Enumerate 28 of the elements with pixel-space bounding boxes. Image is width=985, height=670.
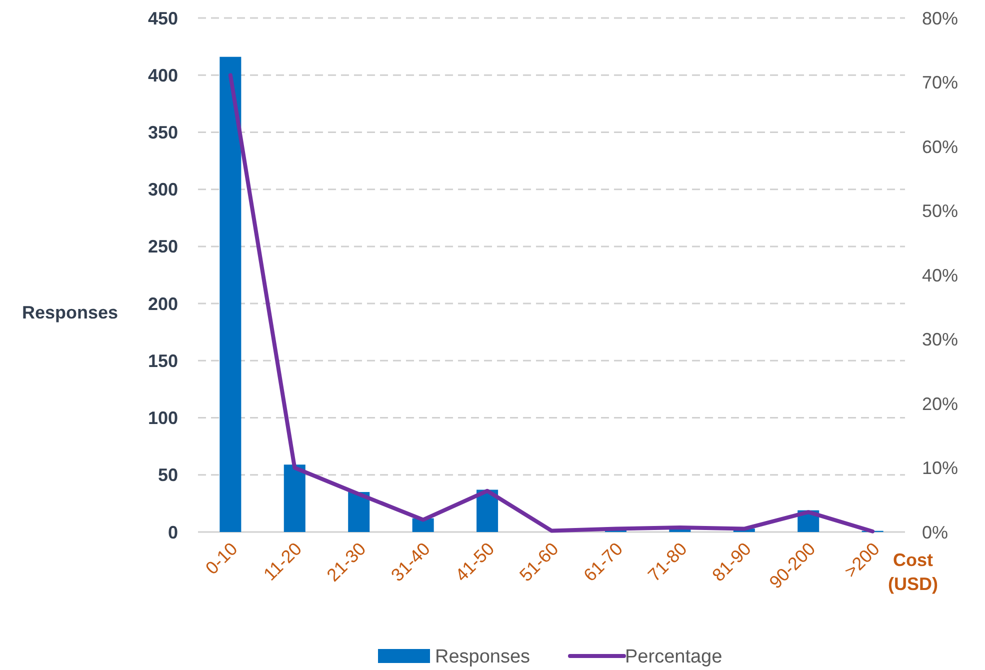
y2-tick-label: 20% (922, 394, 958, 414)
y-tick-label: 50 (158, 465, 178, 486)
y2-tick-label: 30% (922, 330, 958, 350)
y-tick-label: 450 (148, 8, 178, 28)
x-axis-title: Cost (USD) (888, 550, 938, 594)
y-tick-label: 150 (148, 350, 178, 371)
legend-label: Responses (435, 646, 530, 668)
y2-tick-label: 10% (922, 458, 958, 478)
y-tick-label: 250 (148, 236, 178, 257)
y-tick-label: 100 (148, 408, 178, 428)
y2-tick-label: 40% (922, 265, 958, 286)
y-axis-title: Responses (22, 302, 118, 322)
y2-tick-label: 50% (922, 201, 958, 222)
y-tick-label: 350 (148, 122, 178, 143)
y-tick-label: 0 (168, 522, 178, 542)
y-tick-label: 300 (148, 180, 178, 200)
bar (220, 56, 242, 532)
bar (348, 492, 370, 532)
x-tick-label: 0-10 (202, 538, 242, 578)
line-series (228, 73, 875, 534)
y-tick-label: 400 (148, 65, 178, 86)
y2-tick-label: 0% (922, 522, 948, 542)
y-tick-label: 200 (148, 294, 178, 314)
y2-tick-label: 70% (922, 72, 958, 93)
y2-tick-label: 80% (922, 8, 958, 28)
legend-label: Percentage (625, 646, 722, 668)
y2-tick-label: 60% (922, 136, 958, 157)
bar (284, 464, 306, 532)
